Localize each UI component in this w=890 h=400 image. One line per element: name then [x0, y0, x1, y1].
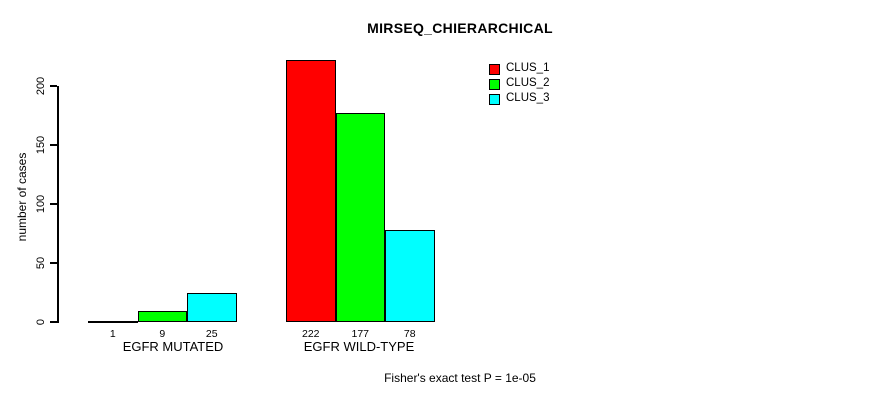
- bar-value-label: 177: [351, 328, 370, 340]
- legend-label: CLUS_1: [506, 62, 550, 74]
- chart-title: MIRSEQ_CHIERARCHICAL: [367, 20, 553, 36]
- y-axis-label: number of cases: [15, 152, 29, 242]
- category-label: EGFR WILD-TYPE: [303, 339, 415, 354]
- bar-value-label: 9: [159, 328, 166, 340]
- legend-swatch-clus_2: [489, 79, 500, 90]
- y-tick-mark: [50, 85, 57, 87]
- y-tick-label: 0: [35, 318, 47, 326]
- y-tick-label: 150: [35, 135, 47, 155]
- bar-value-label: 1: [109, 328, 116, 340]
- y-tick-label: 50: [35, 256, 47, 270]
- bar-clus_2-1: [137, 311, 187, 322]
- y-tick-mark: [50, 321, 57, 323]
- bar-clus_1-2: [286, 60, 336, 322]
- category-label: EGFR MUTATED: [122, 339, 224, 354]
- bar-clus_1-1: [88, 320, 138, 323]
- legend-label: CLUS_2: [506, 77, 550, 89]
- y-tick-mark: [50, 144, 57, 146]
- annotation-text: Fisher's exact test P = 1e-05: [384, 371, 536, 385]
- legend-label: CLUS_3: [506, 92, 550, 104]
- legend-swatch-clus_3: [489, 94, 500, 105]
- y-axis-line: [57, 86, 59, 323]
- legend-swatch-clus_1: [489, 64, 500, 75]
- y-tick-label: 200: [35, 76, 47, 96]
- bar-value-label: 78: [403, 328, 416, 340]
- bar-value-label: 25: [205, 328, 218, 340]
- bar-clus_3-2: [385, 229, 435, 322]
- y-tick-mark: [50, 262, 57, 264]
- bar-value-label: 222: [301, 328, 320, 340]
- y-tick-label: 100: [35, 194, 47, 214]
- bar-clus_2-2: [335, 113, 385, 322]
- bar-clus_3-1: [187, 292, 237, 322]
- y-tick-mark: [50, 203, 57, 205]
